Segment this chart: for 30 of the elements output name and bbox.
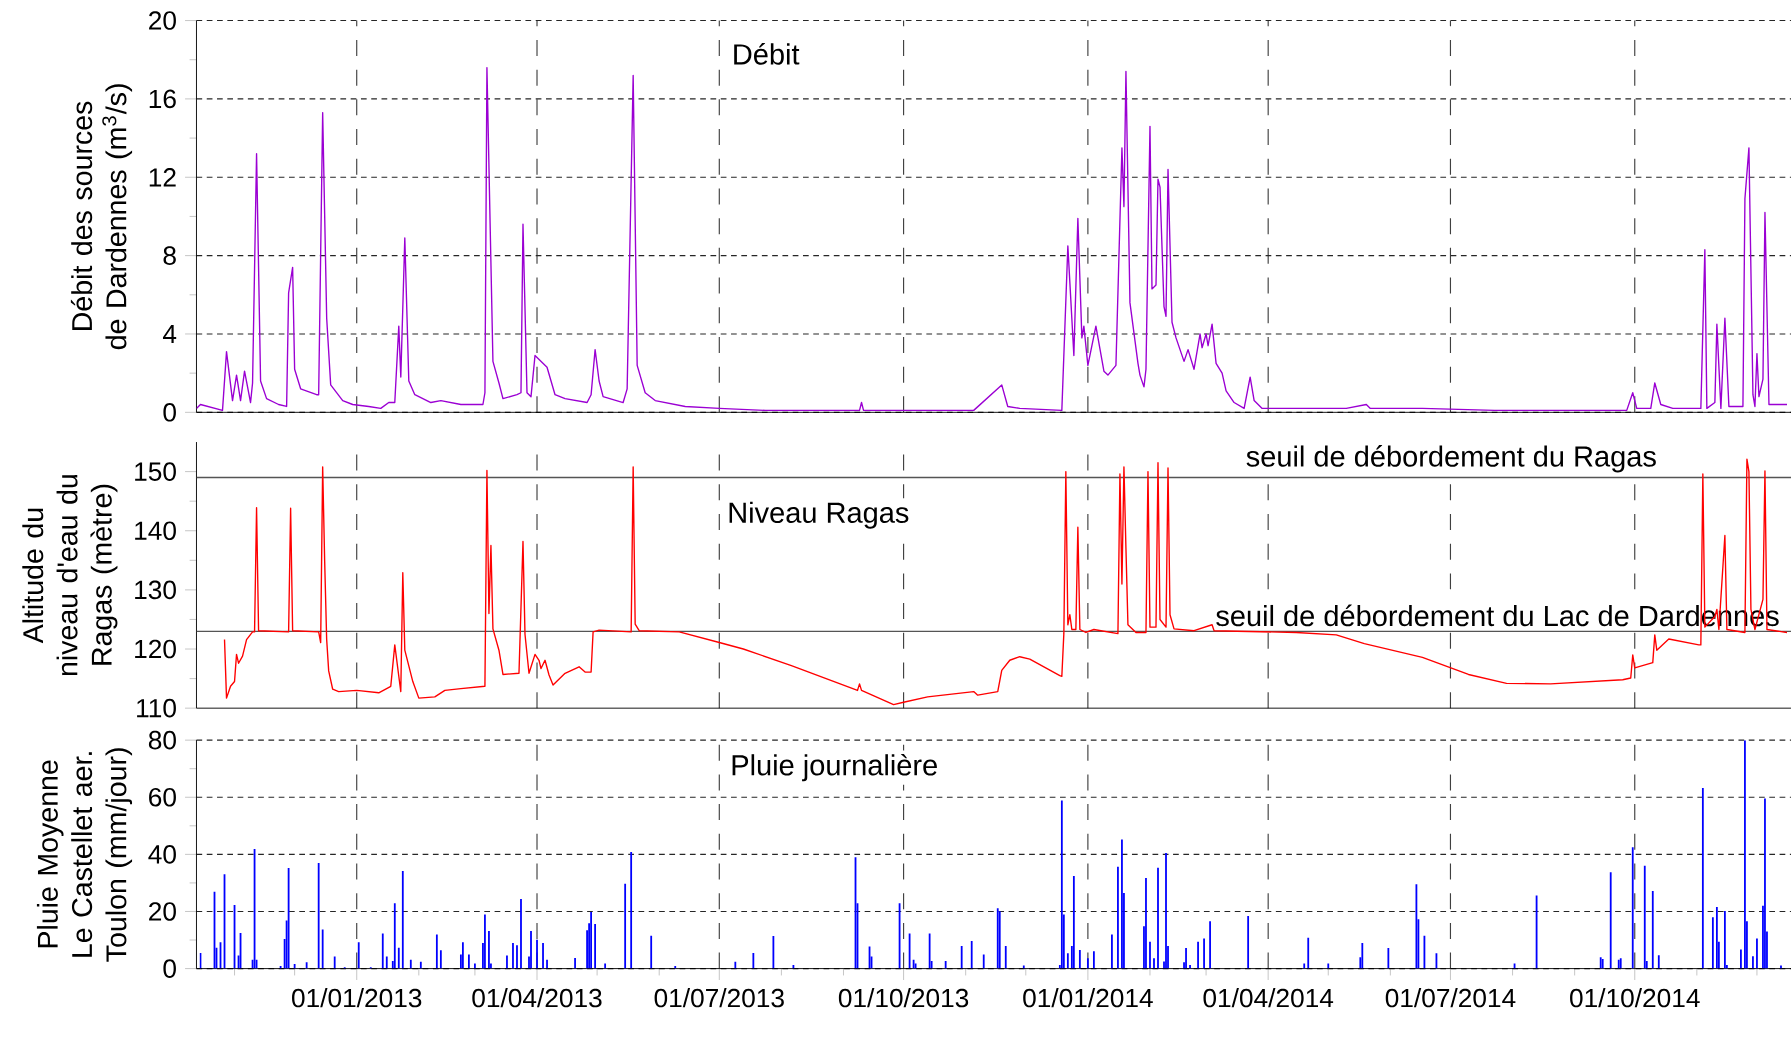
x-tick-label: 01/07/2014: [1385, 987, 1516, 1008]
y-tick-label: 0: [163, 402, 176, 422]
y-axis-title: Altitude du niveau d'eau du Ragas (mètre): [22, 474, 118, 675]
y-tick-label: 110: [137, 698, 176, 718]
chart-title: Pluie journalière: [732, 753, 937, 782]
x-tick-label: 01/04/2013: [472, 987, 602, 1008]
text: Niveau Ragas: [729, 501, 909, 529]
x-tick-label: 01/10/2013: [838, 987, 969, 1008]
y-tick-label: 130: [135, 580, 176, 599]
y-tick-label: 4: [162, 324, 177, 343]
y-tick-label: 0: [163, 959, 176, 978]
y-tick-label: 60: [149, 787, 176, 807]
y-tick-label: 20: [149, 11, 176, 30]
y-tick-label: 80: [148, 730, 176, 750]
y-tick-label: 140: [135, 521, 176, 540]
x-tick-label: 01/01/2013: [292, 987, 422, 1008]
text: Débit: [734, 42, 800, 65]
ref-line-label: seuil de débordement du Ragas: [1246, 444, 1656, 473]
y-tick-label: 8: [163, 246, 176, 265]
y-tick-label: 20: [149, 901, 176, 921]
y-axis-title: Pluie Moyenne Le Castellet aer. Toulon (mm/jour): [36, 748, 133, 962]
y-tick-label: 12: [149, 167, 176, 187]
y-tick-label: 120: [135, 639, 176, 659]
x-tick-label: 01/04/2014: [1203, 987, 1334, 1008]
x-tick-label: 01/07/2013: [654, 987, 784, 1008]
y-tick-label: 40: [148, 844, 176, 864]
y-tick-label: 16: [149, 89, 176, 108]
y-tick-label: 150: [135, 462, 176, 481]
x-tick-label: 01/10/2014: [1570, 987, 1700, 1008]
x-tick-label: 01/01/2014: [1023, 987, 1153, 1008]
